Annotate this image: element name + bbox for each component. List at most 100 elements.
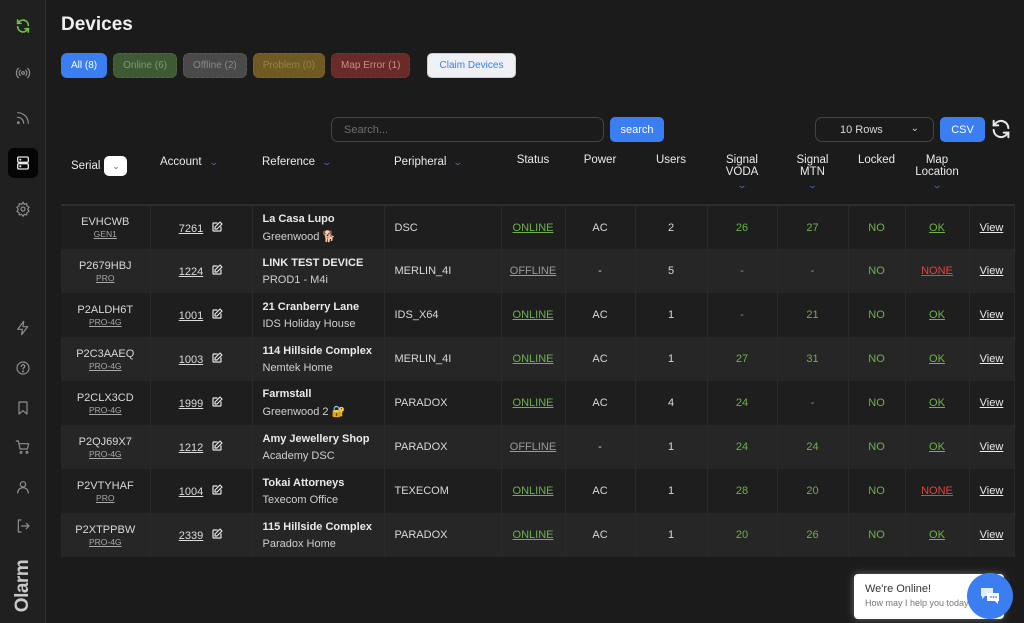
reference-name: Tokai Attorneys <box>262 476 345 489</box>
cart-icon[interactable] <box>8 432 38 462</box>
edit-icon[interactable] <box>211 264 223 276</box>
map-location-link[interactable]: OK <box>929 309 945 321</box>
chat-launcher-button[interactable] <box>967 573 1013 619</box>
status-link[interactable]: ONLINE <box>512 397 554 409</box>
col-serial[interactable]: Serial ⌄ <box>61 148 150 206</box>
view-link[interactable]: View <box>979 529 1004 541</box>
filter-problem[interactable]: Problem (0) <box>252 53 326 78</box>
filter-online[interactable]: Online (6) <box>113 53 178 78</box>
view-link[interactable]: View <box>979 309 1004 321</box>
view-link[interactable]: View <box>979 353 1004 365</box>
edit-icon[interactable] <box>211 484 223 496</box>
chevron-down-icon[interactable]: ⌄ <box>208 157 219 167</box>
chevron-down-icon[interactable]: ⌄ <box>931 180 943 190</box>
map-location-link[interactable]: OK <box>929 353 945 365</box>
col-label: Power <box>583 154 617 166</box>
edit-icon[interactable] <box>211 528 223 540</box>
filter-all[interactable]: All (8) <box>61 53 108 78</box>
view-link[interactable]: View <box>979 441 1004 453</box>
map-location-link[interactable]: OK <box>929 397 945 409</box>
status-link[interactable]: OFFLINE <box>509 265 557 277</box>
search-input[interactable] <box>331 117 604 142</box>
status-link[interactable]: OFFLINE <box>509 441 557 453</box>
device-model-link[interactable]: PRO-4G <box>88 404 122 415</box>
broadcast-icon[interactable] <box>8 58 38 88</box>
map-location-link[interactable]: OK <box>929 221 945 234</box>
sort-chevron-icon[interactable]: ⌄ <box>104 156 128 176</box>
device-model-link[interactable]: PRO <box>96 492 115 503</box>
device-model-link[interactable]: PRO-4G <box>88 536 122 547</box>
chevron-down-icon[interactable]: ⌄ <box>736 180 748 190</box>
view-link[interactable]: View <box>979 485 1004 497</box>
cell-actions: View <box>969 293 1015 337</box>
rows-per-page-select[interactable]: 10 Rows ⌄ <box>815 117 934 142</box>
claim-devices-button[interactable]: Claim Devices <box>427 53 516 78</box>
col-signal-mtn[interactable]: Signal MTN ⌄ <box>777 148 848 206</box>
map-location-link[interactable]: OK <box>929 529 945 541</box>
device-model-link[interactable]: PRO-4G <box>88 316 122 327</box>
user-icon[interactable] <box>8 472 38 502</box>
cell-serial: P2VTYHAF PRO <box>61 469 151 513</box>
device-model-link[interactable]: PRO <box>96 272 115 283</box>
col-label: Map <box>925 154 949 166</box>
col-peripheral[interactable]: Peripheral ⌄ <box>384 148 501 206</box>
csv-export-button[interactable]: CSV <box>940 117 985 142</box>
edit-icon[interactable] <box>211 396 223 408</box>
cell-locked: NO <box>848 425 906 469</box>
view-link[interactable]: View <box>979 265 1004 277</box>
account-link[interactable]: 1003 <box>178 354 204 366</box>
account-link[interactable]: 2339 <box>178 530 204 542</box>
account-link[interactable]: 1999 <box>178 398 204 410</box>
col-signal-voda[interactable]: Signal VODA ⌄ <box>707 148 777 206</box>
edit-icon[interactable] <box>211 440 223 452</box>
device-model-link[interactable]: PRO-4G <box>88 360 122 371</box>
status-link[interactable]: ONLINE <box>512 353 554 365</box>
table-row: P2QJ69X7 PRO-4G 1212 Amy Jewellery Shop Acad… <box>61 425 1015 469</box>
col-reference[interactable]: Reference ⌄ <box>252 148 384 206</box>
account-link[interactable]: 1004 <box>178 486 204 498</box>
edit-icon[interactable] <box>211 220 223 233</box>
cell-serial: P2XTPPBW PRO-4G <box>61 513 151 557</box>
account-link[interactable]: 7261 <box>178 222 204 235</box>
chevron-down-icon[interactable]: ⌄ <box>321 157 333 167</box>
status-link[interactable]: ONLINE <box>512 221 554 234</box>
cell-peripheral: PARADOX <box>384 425 502 469</box>
device-model-link[interactable]: GEN1 <box>93 229 117 239</box>
sync-icon[interactable] <box>8 11 38 41</box>
edit-icon[interactable] <box>211 308 223 320</box>
account-link[interactable]: 1224 <box>178 266 204 278</box>
view-link[interactable]: View <box>979 221 1004 234</box>
help-icon[interactable] <box>8 353 38 383</box>
account-link[interactable]: 1212 <box>178 442 204 454</box>
status-link[interactable]: ONLINE <box>512 529 554 541</box>
map-location-link[interactable]: NONE <box>921 265 953 277</box>
col-account[interactable]: Account ⌄ <box>150 148 252 206</box>
map-location-link[interactable]: NONE <box>921 485 953 497</box>
rss-icon[interactable] <box>8 103 38 133</box>
chevron-down-icon[interactable]: ⌄ <box>452 157 464 167</box>
cell-signal-mtn: 27 <box>777 205 849 249</box>
cell-actions: View <box>969 337 1015 381</box>
col-map-location[interactable]: Map Location ⌄ <box>905 148 969 206</box>
cell-map-location: OK <box>905 293 970 337</box>
filter-offline[interactable]: Offline (2) <box>183 53 247 78</box>
edit-icon[interactable] <box>211 352 223 364</box>
logout-icon[interactable] <box>8 511 38 541</box>
account-link[interactable]: 1001 <box>178 310 204 322</box>
device-model-link[interactable]: PRO-4G <box>88 448 122 459</box>
map-location-link[interactable]: OK <box>929 441 945 453</box>
view-link[interactable]: View <box>979 397 1004 409</box>
refresh-icon[interactable] <box>990 118 1012 140</box>
cell-status: ONLINE <box>501 381 566 425</box>
bookmark-icon[interactable] <box>8 393 38 423</box>
bolt-icon[interactable] <box>8 313 38 343</box>
status-link[interactable]: ONLINE <box>512 309 554 321</box>
cell-account: 1001 <box>150 293 253 337</box>
cell-signal-mtn: - <box>777 381 849 425</box>
devices-icon[interactable] <box>8 148 38 178</box>
status-link[interactable]: ONLINE <box>512 485 554 497</box>
gear-icon[interactable] <box>8 194 38 224</box>
chevron-down-icon[interactable]: ⌄ <box>807 180 818 190</box>
filter-map-error[interactable]: Map Error (1) <box>331 53 411 78</box>
search-button[interactable]: search <box>610 117 664 142</box>
